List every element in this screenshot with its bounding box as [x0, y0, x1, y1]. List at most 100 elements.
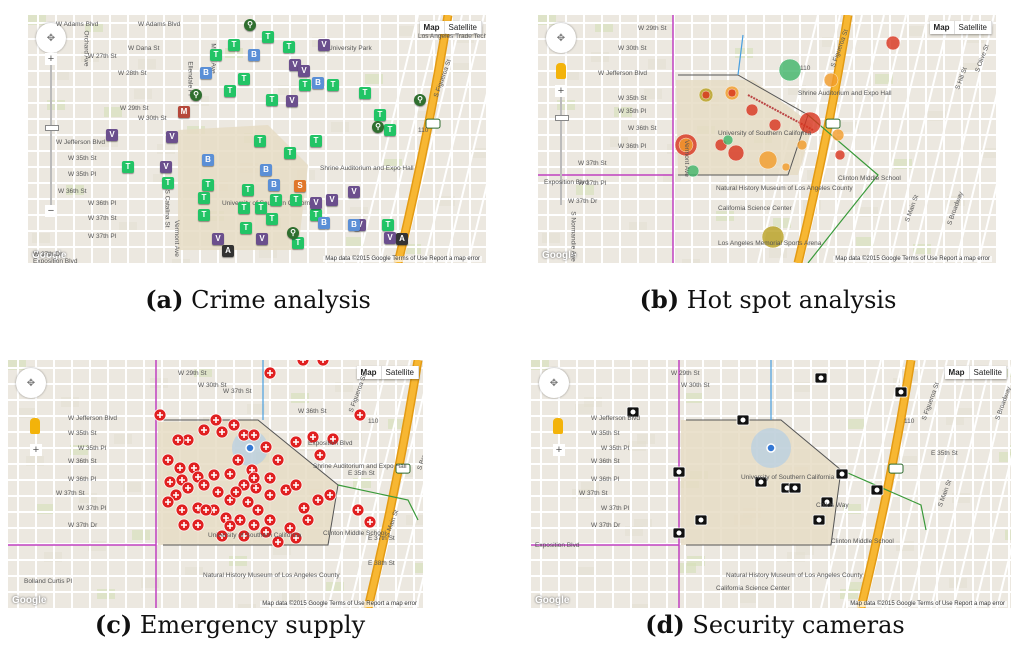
crime-marker-icon[interactable]: T — [299, 79, 311, 91]
pegman-icon[interactable] — [553, 418, 563, 434]
map-button[interactable]: Map — [945, 366, 970, 379]
map-canvas[interactable] — [531, 360, 1011, 608]
pegman-icon[interactable] — [30, 418, 40, 434]
crime-marker-icon[interactable]: V — [160, 161, 172, 173]
crime-marker-icon[interactable]: V — [310, 197, 322, 209]
crime-marker-icon[interactable]: T — [374, 109, 386, 121]
crime-marker-icon[interactable]: B — [312, 77, 324, 89]
zoom-slider[interactable] — [45, 65, 59, 205]
map-canvas[interactable] — [538, 15, 996, 263]
crime-marker-icon[interactable]: T — [270, 194, 282, 206]
crime-marker-icon[interactable]: V — [256, 233, 268, 245]
crime-marker-icon[interactable]: V — [318, 39, 330, 51]
map-attribution[interactable]: Map data ©2015 Google Terms of Use Repor… — [833, 256, 992, 262]
block — [350, 207, 368, 217]
map-button[interactable]: Map — [420, 21, 445, 34]
bike-marker-icon[interactable]: ⚲ — [287, 227, 299, 239]
crime-marker-icon[interactable]: V — [298, 65, 310, 77]
zoom-slider[interactable] — [555, 95, 569, 205]
crime-marker-icon[interactable]: T — [238, 73, 250, 85]
crime-marker-icon[interactable]: T — [202, 179, 214, 191]
crime-marker-icon[interactable]: T — [224, 85, 236, 97]
crime-marker-icon[interactable]: T — [242, 184, 254, 196]
map-attribution[interactable]: Map data ©2015 Google Terms of Use Repor… — [260, 601, 419, 607]
pegman-icon[interactable] — [556, 63, 566, 79]
map-type-toggle[interactable]: Map Satellite — [929, 21, 992, 34]
zoom-in-button[interactable]: + — [45, 53, 57, 65]
crime-marker-icon[interactable]: B — [202, 154, 214, 166]
bike-marker-icon[interactable]: ⚲ — [414, 94, 426, 106]
crime-marker-icon[interactable]: B — [348, 219, 360, 231]
crime-marker-icon[interactable]: T — [254, 135, 266, 147]
crime-marker-icon[interactable]: B — [318, 217, 330, 229]
crime-marker-icon[interactable]: B — [268, 179, 280, 191]
satellite-button[interactable]: Satellite — [955, 21, 992, 34]
crime-marker-icon[interactable]: T — [359, 87, 371, 99]
crime-marker-icon[interactable]: V — [326, 194, 338, 206]
crime-marker-icon[interactable]: B — [248, 49, 260, 61]
crime-marker-icon[interactable]: V — [286, 95, 298, 107]
map-panel-emergency[interactable]: ✥ + Map Satellite Google Map data ©2015 … — [8, 360, 423, 608]
street-label: W 37th St — [56, 490, 85, 497]
crime-marker-icon[interactable]: T — [310, 135, 322, 147]
crime-marker-icon[interactable]: B — [200, 67, 212, 79]
crime-marker-icon[interactable]: T — [198, 192, 210, 204]
zoom-out-button[interactable]: − — [45, 205, 57, 217]
crime-marker-icon[interactable]: T — [266, 213, 278, 225]
crime-marker-icon[interactable]: T — [266, 94, 278, 106]
map-panel-hotspot[interactable]: ✥ + Map Satellite Google Map data ©2015 … — [538, 15, 996, 263]
plus-icon — [211, 472, 217, 478]
crime-marker-icon[interactable]: A — [222, 245, 234, 257]
crime-marker-icon[interactable]: V — [212, 233, 224, 245]
crime-marker-icon[interactable]: T — [384, 124, 396, 136]
map-type-toggle[interactable]: Map Satellite — [944, 366, 1007, 379]
zoom-in-button[interactable]: + — [555, 85, 567, 97]
crime-marker-icon[interactable]: T — [240, 222, 252, 234]
map-type-toggle[interactable]: Map Satellite — [356, 366, 419, 379]
map-button[interactable]: Map — [357, 366, 382, 379]
bike-marker-icon[interactable]: ⚲ — [190, 89, 202, 101]
crime-marker-icon[interactable]: T — [228, 39, 240, 51]
block — [822, 37, 840, 47]
crime-marker-icon[interactable]: S — [294, 180, 306, 192]
crime-marker-icon[interactable]: T — [162, 177, 174, 189]
map-attribution[interactable]: Map data ©2015 Google Terms of Use Repor… — [323, 256, 482, 262]
bike-marker-icon[interactable]: ⚲ — [372, 121, 384, 133]
pan-control[interactable]: ✥ — [16, 368, 46, 398]
satellite-button[interactable]: Satellite — [970, 366, 1007, 379]
crime-marker-icon[interactable]: T — [382, 219, 394, 231]
crime-marker-icon[interactable]: T — [238, 202, 250, 214]
crime-marker-icon[interactable]: T — [290, 194, 302, 206]
map-panel-crime[interactable]: ✥ + − Map Satellite Google Map data ©201… — [28, 15, 486, 263]
crime-marker-icon[interactable]: V — [166, 131, 178, 143]
map-type-toggle[interactable]: Map Satellite — [419, 21, 482, 34]
crime-marker-icon[interactable]: T — [292, 237, 304, 249]
map-attribution[interactable]: Map data ©2015 Google Terms of Use Repor… — [848, 601, 1007, 607]
crime-marker-icon[interactable]: V — [384, 232, 396, 244]
map-button[interactable]: Map — [930, 21, 955, 34]
crime-marker-icon[interactable]: T — [255, 202, 267, 214]
crime-marker-icon[interactable]: T — [262, 31, 274, 43]
zoom-in-button[interactable]: + — [553, 444, 565, 456]
crime-marker-icon[interactable]: T — [283, 41, 295, 53]
crime-marker-icon[interactable]: T — [122, 161, 134, 173]
bike-marker-icon[interactable]: ⚲ — [244, 19, 256, 31]
crime-marker-icon[interactable]: V — [106, 129, 118, 141]
map-canvas[interactable] — [8, 360, 423, 608]
crime-marker-icon[interactable]: V — [348, 186, 360, 198]
crime-marker-icon[interactable]: T — [210, 49, 222, 61]
pan-control[interactable]: ✥ — [36, 23, 66, 53]
crime-marker-icon[interactable]: A — [396, 233, 408, 245]
crime-marker-icon[interactable]: T — [327, 79, 339, 91]
crime-marker-icon[interactable]: T — [284, 147, 296, 159]
crime-marker-icon[interactable]: M — [178, 106, 190, 118]
zoom-in-button[interactable]: + — [30, 444, 42, 456]
hotspot-circle — [798, 111, 822, 135]
pan-control[interactable]: ✥ — [546, 23, 576, 53]
pan-control[interactable]: ✥ — [539, 368, 569, 398]
satellite-button[interactable]: Satellite — [445, 21, 482, 34]
crime-marker-icon[interactable]: T — [198, 209, 210, 221]
crime-marker-icon[interactable]: B — [260, 164, 272, 176]
satellite-button[interactable]: Satellite — [382, 366, 419, 379]
map-panel-cameras[interactable]: ✥ + Map Satellite Google Map data ©2015 … — [531, 360, 1011, 608]
